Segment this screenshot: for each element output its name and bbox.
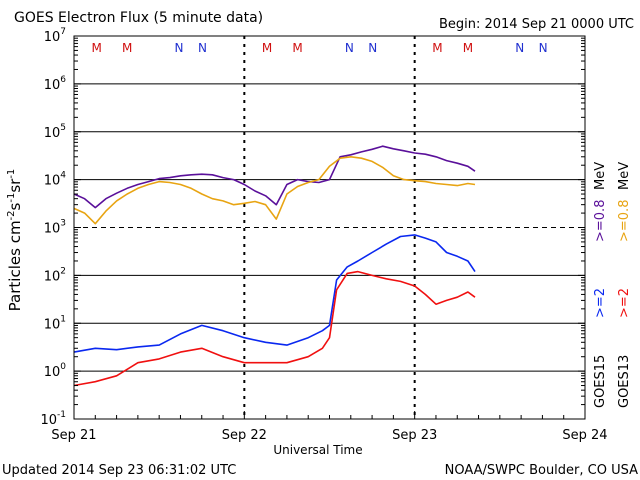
legend: GOES15 GOES13 >=2 >=2 >=0.8 >=0.8 MeV Me…	[593, 162, 632, 408]
y-axis-title-exp3: -1	[6, 169, 17, 179]
y-tick-label-base: 10	[44, 317, 61, 332]
noon-marker: N	[515, 41, 524, 55]
y-tick-label-exp: 1	[60, 314, 66, 324]
noon-marker: N	[539, 41, 548, 55]
y-tick-label-base: 10	[44, 30, 61, 45]
legend-goes13-ge08: >=0.8	[617, 200, 632, 242]
y-tick-label: 101	[44, 314, 66, 332]
y-tick-label-exp: 0	[60, 362, 66, 372]
y-tick-label-exp: 3	[60, 219, 66, 229]
noon-marker: N	[175, 41, 184, 55]
legend-mev-1: MeV	[593, 162, 608, 190]
y-tick-label: 104	[44, 171, 67, 189]
y-axis-title-exp2: -1	[6, 193, 17, 203]
y-tick-label: 106	[44, 75, 67, 93]
noon-marker: N	[345, 41, 354, 55]
y-tick-label-exp: 4	[60, 171, 66, 181]
legend-goes13: GOES13	[617, 355, 632, 408]
y-tick-label-exp: 6	[60, 75, 66, 85]
y-axis-title: Particles cm-2s-1sr-1	[6, 169, 24, 312]
noon-marker: N	[198, 41, 207, 55]
noon-marker: M	[92, 41, 102, 55]
updated-time: Updated 2014 Sep 23 06:31:02 UTC	[2, 463, 236, 478]
noon-marker: M	[292, 41, 302, 55]
y-tick-label: 103	[44, 219, 66, 237]
y-tick-label-exp: 5	[60, 123, 66, 133]
y-tick-label-base: 10	[44, 174, 61, 189]
noon-marker: M	[432, 41, 442, 55]
series-layer	[73, 145, 476, 387]
y-tick-label-exp: 7	[60, 27, 66, 37]
series-line	[73, 156, 476, 225]
x-tick-label: Sep 21	[51, 428, 96, 443]
y-axis-title-exp1: -2	[6, 210, 17, 220]
legend-goes15: GOES15	[593, 355, 608, 408]
y-tick-label-base: 10	[44, 269, 61, 284]
y-tick-label: 102	[44, 266, 66, 284]
y-tick-label: 100	[44, 362, 67, 380]
y-tick-label-exp: -1	[57, 410, 66, 420]
y-tick-label-base: 10	[44, 222, 61, 237]
series-line	[73, 234, 476, 353]
legend-mev-2: MeV	[617, 162, 632, 190]
x-tick-label: Sep 23	[392, 428, 437, 443]
y-axis-title-mid1: s	[6, 202, 24, 210]
y-tick-label-exp: 2	[60, 266, 66, 276]
noon-marker: M	[463, 41, 473, 55]
noon-marker: M	[122, 41, 132, 55]
begin-time: Begin: 2014 Sep 21 0000 UTC	[439, 17, 634, 32]
y-axis-title-mid2: sr	[6, 178, 24, 193]
y-axis-title-main: Particles cm	[6, 220, 24, 311]
noon-marker: M	[262, 41, 272, 55]
legend-goes15-ge2: >=2	[593, 288, 608, 318]
y-tick-label: 10-1	[40, 410, 66, 428]
y-tick-label-base: 10	[44, 78, 61, 93]
legend-goes13-ge2: >=2	[617, 288, 632, 318]
x-tick-label: Sep 24	[562, 428, 607, 443]
x-axis-title: Universal Time	[273, 443, 362, 457]
series-line	[73, 145, 476, 209]
noon-marker: N	[368, 41, 377, 55]
y-tick-label-base: 10	[40, 413, 57, 428]
y-tick-label-base: 10	[44, 126, 61, 141]
chart-title: GOES Electron Flux (5 minute data)	[14, 10, 263, 26]
credit: NOAA/SWPC Boulder, CO USA	[445, 463, 638, 478]
x-tick-label: Sep 22	[222, 428, 267, 443]
y-tick-label-base: 10	[44, 365, 61, 380]
legend-goes15-ge08: >=0.8	[593, 200, 608, 242]
series-line	[73, 270, 476, 387]
y-tick-label: 107	[44, 27, 66, 45]
y-tick-label: 105	[44, 123, 66, 141]
